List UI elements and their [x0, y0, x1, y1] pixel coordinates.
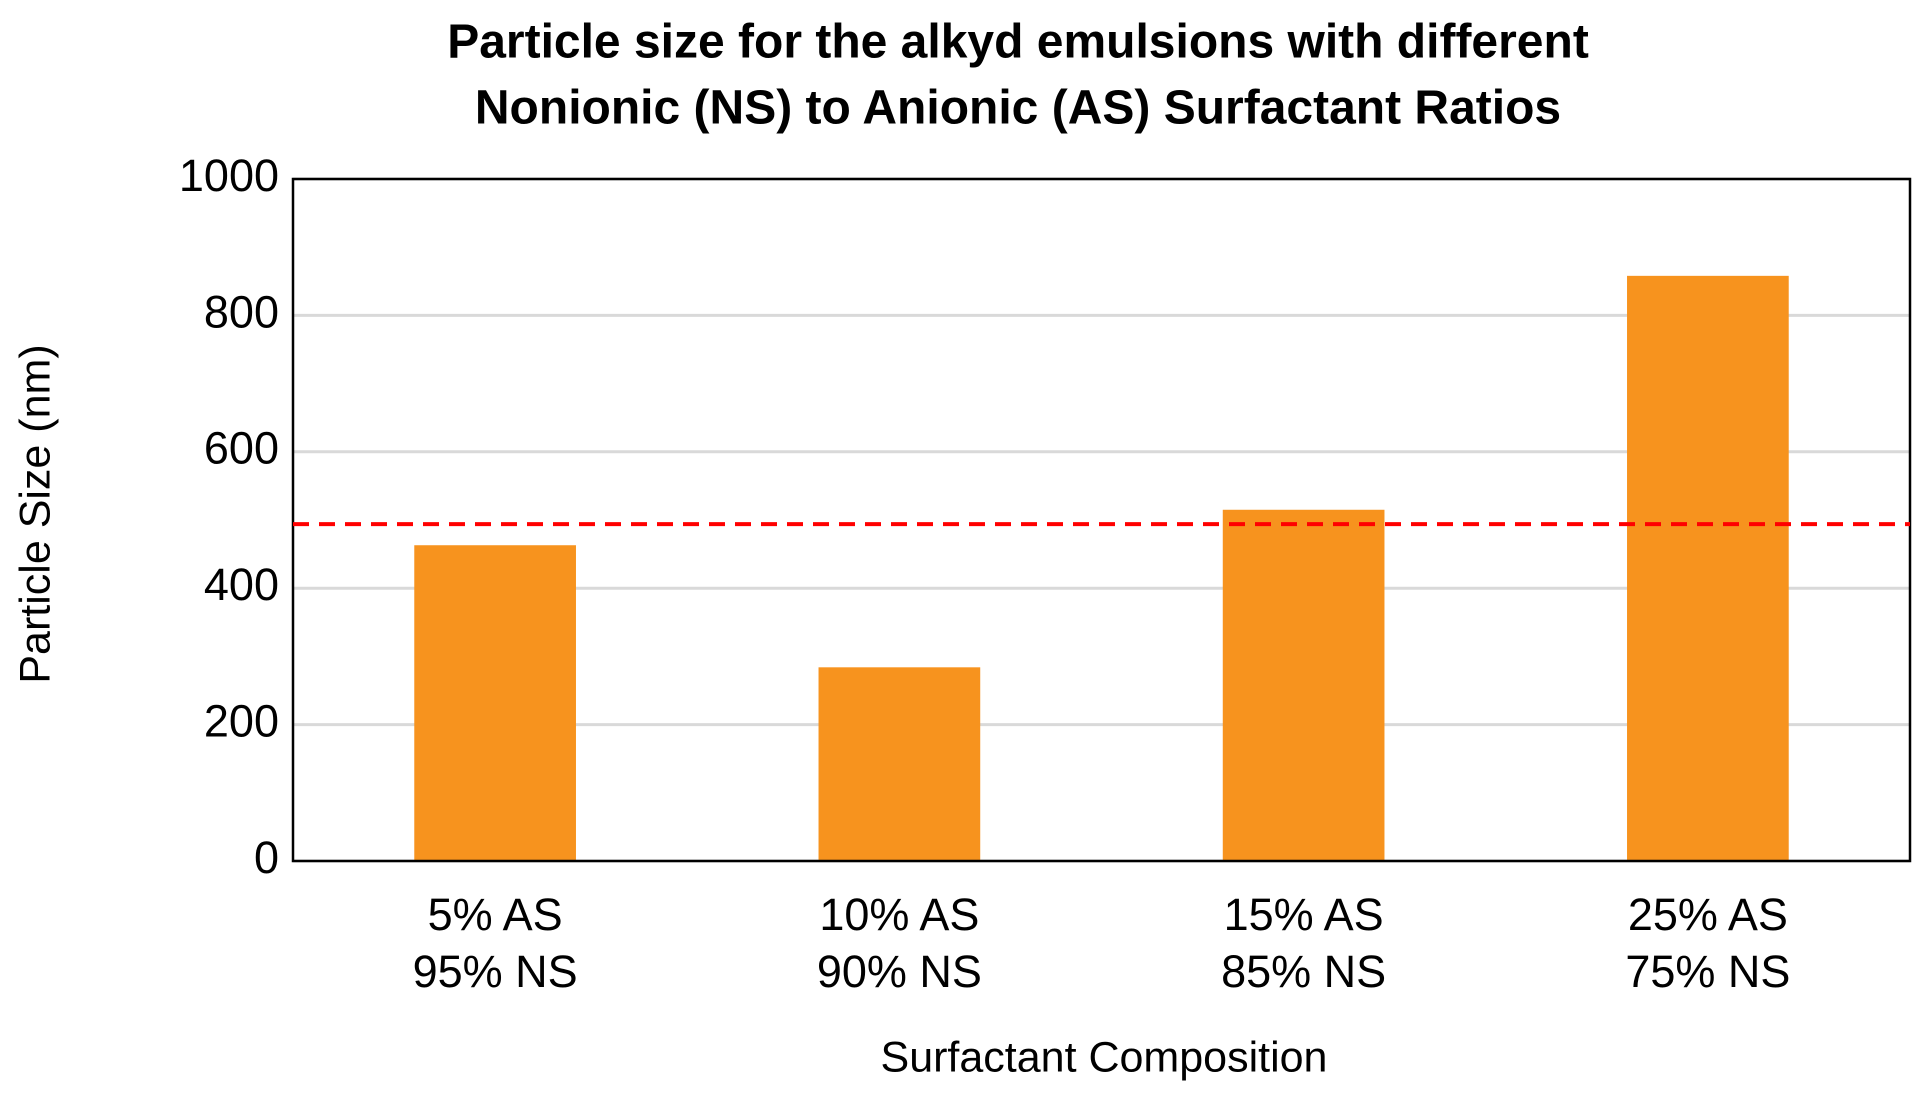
y-tick-label: 200 [204, 695, 279, 746]
bar [414, 545, 576, 861]
x-tick-label: 25% AS [1628, 889, 1788, 940]
x-tick-label: 5% AS [428, 889, 563, 940]
bar [1222, 509, 1385, 861]
y-tick-label: 400 [204, 559, 279, 610]
x-tick-label: 75% NS [1625, 946, 1790, 997]
plot-frame [291, 177, 1912, 863]
chart-title: Particle size for the alkyd emulsions wi… [447, 16, 1589, 69]
x-tick-label: 10% AS [819, 889, 979, 940]
x-tick-label: 90% NS [817, 946, 982, 997]
x-tick-label: 15% AS [1224, 889, 1384, 940]
y-tick-label: 800 [204, 286, 279, 337]
x-axis-title: Surfactant Composition [881, 1033, 1328, 1081]
x-tick-label: 95% NS [413, 946, 578, 997]
chart-title: Nonionic (NS) to Anionic (AS) Surfactant… [475, 82, 1561, 135]
y-tick-label: 600 [204, 423, 279, 474]
x-tick-label: 85% NS [1221, 946, 1386, 997]
y-tick-label: 1000 [179, 150, 279, 201]
y-axis-title: Particle Size (nm) [11, 344, 59, 683]
y-tick-label: 0 [254, 832, 279, 883]
bar [1627, 275, 1789, 861]
bar [818, 667, 981, 861]
